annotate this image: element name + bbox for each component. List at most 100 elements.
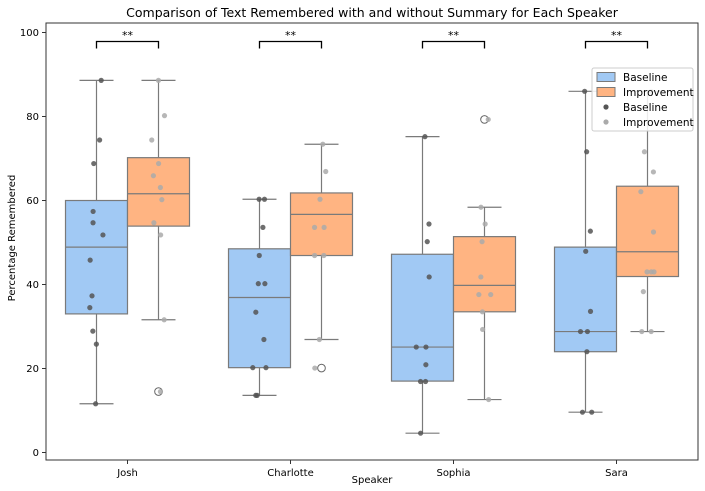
improvement-point <box>161 113 168 119</box>
baseline-point <box>423 362 429 368</box>
improvement-point <box>482 221 488 227</box>
baseline-box <box>553 246 618 353</box>
improvement-point <box>151 220 157 226</box>
baseline-point <box>423 344 429 350</box>
improvement-box <box>289 192 354 257</box>
improvement-point <box>488 291 494 298</box>
y-tick-label: 60 <box>26 196 39 207</box>
legend-box <box>591 67 694 132</box>
plot-frame <box>45 22 699 461</box>
legend: Baseline Improvement Baseline Improvement <box>591 67 694 132</box>
x-tick-label: Charlotte <box>267 468 313 479</box>
x-tick-label: Sara <box>605 468 628 479</box>
baseline-point <box>262 281 268 287</box>
baseline-point <box>254 392 260 398</box>
baseline-point <box>584 328 591 335</box>
baseline-point <box>579 409 586 415</box>
improvement-point <box>311 224 318 230</box>
baseline-point <box>587 228 593 234</box>
baseline-point <box>426 221 432 227</box>
baseline-point <box>250 365 256 371</box>
baseline-point <box>584 349 590 355</box>
baseline-point <box>424 239 430 245</box>
improvement-point <box>158 232 164 238</box>
chart-title: Comparison of Text Remembered with and w… <box>126 5 619 20</box>
improvement-point <box>159 197 165 203</box>
improvement-point <box>478 204 484 210</box>
baseline-point <box>587 308 594 314</box>
baseline-point <box>100 232 106 238</box>
baseline-point <box>256 252 262 259</box>
baseline-box <box>64 199 129 315</box>
improvement-point <box>150 173 156 179</box>
improvement-point <box>157 184 163 191</box>
baseline-point <box>583 248 589 254</box>
improvement-point <box>321 252 327 259</box>
baseline-point <box>90 220 96 226</box>
y-tick-label: 80 <box>26 112 39 123</box>
plot-area: 0 20 40 60 80 100 Josh Charlotte Sophia Sara ** ** *… <box>20 22 699 479</box>
legend-label: Baseline <box>623 102 668 114</box>
improvement-point <box>317 196 323 202</box>
improvement-point <box>155 160 162 167</box>
baseline-point <box>261 196 268 202</box>
improvement-point <box>644 269 650 275</box>
baseline-point <box>90 208 96 215</box>
baseline-point <box>417 430 424 436</box>
improvement-point <box>648 328 654 335</box>
legend-swatch <box>596 87 616 97</box>
legend-label: Improvement <box>623 117 694 129</box>
baseline-point <box>589 409 595 415</box>
baseline-point <box>253 309 259 315</box>
baseline-point <box>93 341 99 347</box>
baseline-point <box>422 134 428 140</box>
baseline-point <box>261 336 267 343</box>
improvement-point <box>323 168 329 175</box>
baseline-point <box>98 77 104 83</box>
baseline-point <box>256 196 262 202</box>
baseline-point <box>263 365 269 371</box>
improvement-point <box>638 189 644 195</box>
legend-marker <box>603 119 609 125</box>
improvement-box <box>126 157 191 227</box>
significance-bracket <box>258 40 323 49</box>
improvement-point <box>149 137 155 143</box>
x-tick-label: Josh <box>116 468 138 479</box>
baseline-box <box>227 248 292 369</box>
baseline-point <box>91 160 97 167</box>
baseline-point <box>260 224 266 230</box>
improvement-point <box>311 252 318 259</box>
baseline-point <box>255 281 261 287</box>
improvement-point <box>480 326 486 333</box>
significance-bracket <box>421 40 486 49</box>
baseline-point <box>422 378 429 385</box>
y-tick-label: 0 <box>33 448 39 459</box>
x-tick-label: Sophia <box>436 468 470 479</box>
improvement-point <box>312 365 318 371</box>
y-tick-label: 20 <box>26 364 39 375</box>
significance-label: ** <box>611 29 623 42</box>
baseline-point <box>87 257 93 263</box>
legend-marker <box>603 104 609 110</box>
improvement-point <box>478 274 484 280</box>
improvement-point <box>486 396 492 403</box>
improvement-point <box>479 239 485 245</box>
improvement-point <box>485 116 491 123</box>
baseline-point <box>93 401 99 407</box>
baseline-box <box>390 253 455 382</box>
improvement-point <box>157 389 164 395</box>
baseline-point <box>90 328 96 334</box>
baseline-point <box>417 378 424 385</box>
improvement-point <box>650 169 657 175</box>
baseline-point <box>97 137 103 143</box>
legend-swatch <box>596 72 616 82</box>
improvement-point <box>640 289 646 295</box>
improvement-point <box>320 141 326 147</box>
baseline-point <box>426 274 432 280</box>
y-axis-label: Percentage Remembered <box>7 175 18 302</box>
baseline-point <box>582 88 588 94</box>
baseline-point <box>577 328 584 335</box>
improvement-point <box>155 77 162 83</box>
improvement-point <box>650 229 657 235</box>
